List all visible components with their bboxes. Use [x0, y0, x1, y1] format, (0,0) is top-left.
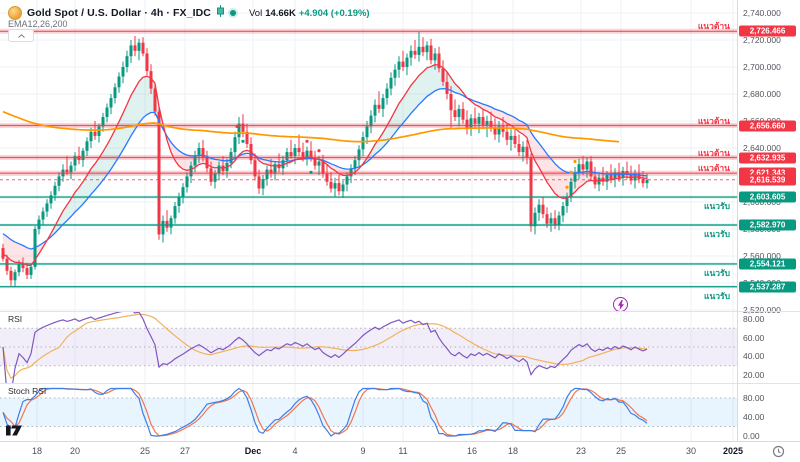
grid-lines: [0, 0, 737, 441]
price-level-chip: 2,621.343: [739, 167, 796, 179]
time-axis-label: 4: [292, 446, 298, 456]
time-axis-label: 18: [31, 446, 43, 456]
rsi-tick-label: 20.00: [743, 370, 765, 380]
level-label: แนวรับ: [703, 201, 730, 212]
time-axis-label: 16: [466, 446, 478, 456]
ema12-line: [2, 63, 648, 267]
time-axis[interactable]: 18 20 25 27 Dec 4 9 11 16 18 23 25 30 2025: [0, 441, 800, 462]
swing-marker-dot: [565, 185, 569, 189]
rsi-tick-label: 40.00: [743, 351, 765, 362]
volume-value: 14.66K: [265, 7, 296, 19]
symbol-legend: Gold Spot / U.S. Dollar · 4h · FX_IDC Vo…: [8, 4, 370, 22]
ema200-line: [2, 110, 620, 143]
price-level-chip: 2,726.466: [739, 25, 796, 37]
level-label: แนวรับ: [703, 267, 730, 278]
price-pane: [0, 28, 737, 289]
pane-separator[interactable]: [0, 383, 800, 384]
price-level-chip: 2,603.605: [739, 191, 796, 203]
swing-marker-dot: [241, 139, 245, 143]
symbol-title[interactable]: Gold Spot / U.S. Dollar · 4h · FX_IDC: [27, 7, 211, 19]
lightning-alert-icon[interactable]: [613, 297, 628, 312]
price-level-chip: 2,656.660: [739, 120, 796, 131]
rsi-tick-label: 80.00: [743, 314, 765, 324]
chevron-up-icon: [17, 33, 25, 38]
rsi-pane: [0, 312, 737, 383]
time-axis-label: 9: [360, 446, 366, 456]
ema26-line: [2, 87, 648, 250]
timezone-clock-icon[interactable]: [772, 445, 785, 458]
rsi-tick-label: 60.00: [743, 332, 765, 343]
chart-style-candle-icon: [216, 4, 225, 22]
chart-plot-area[interactable]: [0, 0, 737, 441]
time-axis-label: 25: [139, 446, 151, 456]
symbol-logo-icon: [8, 6, 22, 20]
volume-label: Vol: [248, 7, 263, 19]
stoch-k-line: [2, 387, 648, 437]
time-axis-label: 18: [507, 446, 519, 456]
tradingview-logo-icon[interactable]: [6, 424, 23, 442]
market-status-dot-icon: [229, 10, 236, 16]
price-level-chip: 2,632.935: [739, 152, 796, 163]
time-axis-label: 2025: [722, 446, 744, 456]
stoch-rsi-pane-label[interactable]: Stoch RSI: [8, 386, 47, 396]
level-label: แนวต้าน: [697, 21, 730, 32]
price-level-chip: 2,582.970: [739, 219, 796, 231]
time-scale-border: [0, 441, 800, 442]
time-axis-label: 25: [615, 446, 627, 456]
pane-separator[interactable]: [0, 311, 800, 312]
price-tick-label: 2,680.000: [743, 89, 781, 99]
time-axis-label: Dec: [244, 446, 262, 456]
time-axis-label: 30: [685, 446, 697, 456]
price-tick-label: 2,700.000: [743, 62, 781, 72]
swing-marker-dot: [305, 139, 309, 143]
rsi-pane-label[interactable]: RSI: [8, 314, 23, 324]
time-axis-label: 20: [69, 446, 81, 456]
price-tick-label: 2,560.000: [743, 251, 781, 261]
price-tick-label: 2,520.000: [743, 305, 781, 315]
collapse-legend-button[interactable]: [8, 29, 34, 42]
level-lines: [0, 28, 737, 289]
swing-marker-dot: [235, 124, 239, 128]
level-label: แนวรับ: [703, 229, 730, 239]
level-label: แนวต้าน: [697, 115, 730, 126]
time-axis-label: 11: [398, 446, 408, 456]
rsi-ma-line: [2, 313, 647, 379]
stoch-tick-label: 0.00: [743, 431, 760, 441]
stoch-d-line: [2, 387, 648, 437]
level-label: แนวรับ: [703, 290, 730, 301]
swing-marker-dot: [317, 149, 321, 153]
stoch-tick-label: 80.00: [743, 393, 765, 403]
rsi-line: [2, 312, 648, 383]
ema-legend[interactable]: EMA12,26,200: [8, 19, 68, 29]
swing-marker-dot: [309, 170, 313, 174]
swing-marker-dot: [573, 159, 577, 164]
price-level-chip: 2,537.287: [739, 281, 796, 293]
time-axis-label: 27: [179, 446, 191, 456]
price-level-chip: 2,554.121: [739, 258, 796, 270]
price-change: +4.904 (+0.19%): [298, 7, 370, 19]
level-label: แนวต้าน: [697, 163, 730, 174]
price-level-chip: 2,616.539: [739, 174, 796, 186]
price-tick-label: 2,740.000: [743, 8, 781, 18]
time-axis-label: 23: [575, 446, 587, 456]
level-label: แนวต้าน: [697, 147, 730, 158]
price-tick-label: 2,720.000: [743, 35, 781, 45]
stoch-rsi-pane: [0, 387, 737, 437]
stoch-tick-label: 40.00: [743, 412, 765, 422]
ema-fill: [3, 64, 647, 266]
price-tick-label: 2,640.000: [743, 143, 781, 153]
swing-marker-dot: [569, 170, 573, 174]
price-axis[interactable]: 2,740.0002,720.0002,700.0002,680.0002,66…: [737, 0, 800, 441]
price-scale-border: [737, 0, 738, 441]
